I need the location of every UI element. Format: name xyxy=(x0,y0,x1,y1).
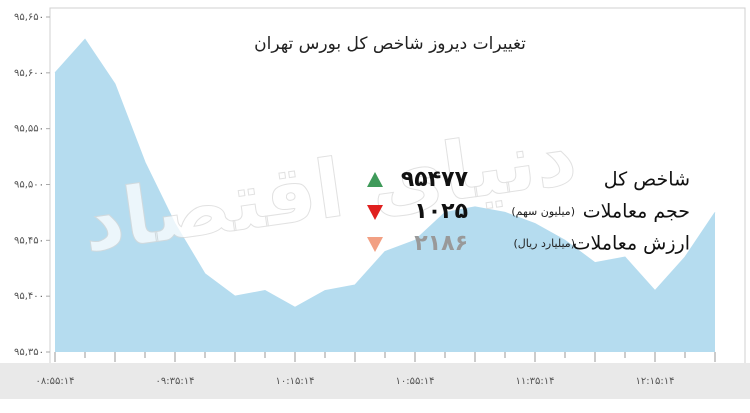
indicator-label: شاخص کل xyxy=(604,169,690,191)
y-tick-label: ۹۵,۶۵۰ xyxy=(14,12,44,23)
indicator-arrow xyxy=(367,205,383,220)
area-fill xyxy=(55,39,715,352)
indicator-unit: (میلیارد ریال) xyxy=(513,237,575,250)
indicator-value: ۹۵۴۷۷ xyxy=(401,167,469,192)
y-tick-label: ۹۵,۶۰۰ xyxy=(14,68,44,79)
indicator-value: ۲۱۸۶ xyxy=(414,231,468,256)
indicator-value: ۱۰۲۵ xyxy=(414,199,468,224)
indicator-arrow xyxy=(367,237,383,252)
x-tick-label: ۱۲:۱۵:۱۴ xyxy=(636,376,675,387)
x-tick-label: ۱۱:۳۵:۱۴ xyxy=(516,376,555,387)
y-tick-label: ۹۵,۵۰۰ xyxy=(14,180,44,191)
indicator-arrow xyxy=(367,172,383,187)
y-tick-label: ۹۵,۵۵۰ xyxy=(14,124,44,135)
x-axis-band xyxy=(0,363,750,399)
y-tick-label: ۹۵,۴۰۰ xyxy=(14,291,44,302)
y-tick-label: ۹۵,۳۵۰ xyxy=(14,347,44,358)
x-tick-label: ۱۰:۱۵:۱۴ xyxy=(276,376,315,387)
chart-title: تغییرات دیروز شاخص کل بورس تهران xyxy=(254,34,526,54)
x-tick-label: ۱۰:۵۵:۱۴ xyxy=(396,376,435,387)
y-tick-label: ۹۵,۴۵۰ xyxy=(14,235,44,246)
indicator-label: حجم معاملات xyxy=(583,201,690,223)
area-line xyxy=(54,38,716,308)
x-tick-label: ۰۹:۳۵:۱۴ xyxy=(156,376,195,387)
indicator-unit: (میلیون سهم) xyxy=(511,205,575,218)
area-layer xyxy=(54,38,716,352)
indicator-label: ارزش معاملات xyxy=(573,233,690,255)
x-tick-label: ۰۸:۵۵:۱۴ xyxy=(36,376,75,387)
